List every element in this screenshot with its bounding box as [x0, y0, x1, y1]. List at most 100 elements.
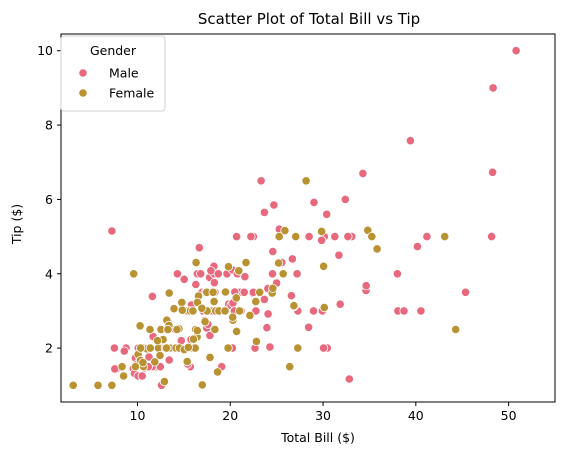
data-point-male: [107, 226, 117, 236]
data-point-female: [119, 371, 129, 381]
x-tick-label: 30: [315, 408, 331, 423]
data-point-female: [280, 226, 290, 236]
x-tick-label: 20: [222, 408, 238, 423]
data-point-male: [137, 371, 147, 381]
data-point-male: [256, 176, 266, 186]
x-axis: 10 20 30 40 50: [130, 402, 517, 423]
data-point-female: [278, 269, 288, 279]
data-point-female: [255, 287, 265, 297]
data-point-male: [263, 309, 273, 319]
data-point-female: [301, 176, 311, 186]
data-point-male: [422, 232, 432, 242]
data-point-male: [303, 322, 314, 332]
data-point-male: [412, 242, 422, 252]
legend-item-female: Female: [78, 86, 155, 101]
data-point-female: [220, 287, 231, 297]
data-point-female: [235, 306, 245, 316]
data-point-female: [117, 362, 127, 372]
data-point-female: [182, 356, 192, 367]
data-point-female: [159, 376, 169, 387]
y-tick-label: 2: [45, 341, 53, 356]
data-point-female: [223, 262, 234, 272]
data-point-female: [234, 266, 244, 276]
legend: Gender Male Female: [60, 35, 166, 112]
data-point-female: [228, 312, 238, 322]
data-point-female: [197, 380, 207, 390]
data-point-female: [188, 334, 199, 344]
data-point-female: [440, 232, 450, 242]
data-point-female: [191, 257, 201, 268]
data-point-female: [232, 326, 242, 336]
y-tick-label: 6: [45, 192, 53, 207]
data-point-female: [316, 226, 327, 236]
data-point-female: [367, 232, 377, 242]
data-point-female: [274, 232, 284, 242]
data-point-female: [210, 324, 220, 335]
data-point-male: [405, 136, 415, 146]
data-point-female: [289, 301, 299, 311]
data-point-female: [192, 325, 202, 336]
data-point-female: [161, 343, 172, 353]
data-point-male: [399, 306, 409, 316]
data-point-male: [335, 299, 345, 309]
plot-frame: [60, 33, 556, 403]
legend-label: Male: [109, 66, 139, 81]
legend-marker: [78, 88, 88, 98]
data-point-male: [265, 342, 275, 352]
data-point-female: [319, 302, 329, 313]
legend-title: Gender: [90, 43, 137, 58]
data-point-female: [285, 362, 295, 372]
data-point-male: [196, 269, 206, 279]
data-point-female: [209, 296, 219, 307]
x-tick-label: 10: [130, 408, 146, 423]
data-point-male: [460, 287, 471, 297]
data-point-male: [179, 274, 189, 284]
data-point-male: [287, 254, 297, 264]
data-point-female: [138, 357, 148, 368]
y-tick-label: 8: [45, 118, 53, 133]
data-point-female: [208, 287, 218, 297]
data-point-male: [316, 235, 327, 245]
data-point-male: [318, 343, 329, 353]
data-point-male: [358, 168, 368, 178]
data-point-male: [286, 291, 296, 301]
data-point-male: [147, 291, 157, 301]
data-point-male: [267, 269, 278, 279]
data-point-male: [392, 269, 402, 279]
data-point-female: [183, 342, 193, 352]
data-point-male: [330, 232, 340, 242]
data-point-male: [322, 209, 332, 219]
data-point-male: [488, 83, 498, 93]
data-point-female: [213, 367, 223, 377]
data-point-female: [107, 380, 117, 390]
series-female: [68, 176, 461, 390]
data-point-male: [292, 269, 302, 279]
data-point-male: [269, 200, 279, 210]
data-point-male: [194, 243, 204, 253]
data-point-female: [372, 244, 382, 254]
data-point-female: [172, 324, 182, 335]
data-point-female: [197, 303, 207, 313]
data-point-female: [318, 261, 329, 271]
data-point-male: [209, 278, 219, 288]
data-point-male: [268, 246, 278, 257]
data-point-male: [309, 197, 319, 207]
data-point-male: [511, 46, 521, 56]
data-point-female: [293, 343, 303, 353]
data-point-male: [164, 355, 174, 365]
data-point-female: [164, 288, 174, 298]
data-point-male: [119, 346, 129, 356]
data-point-female: [251, 336, 261, 346]
series-male: [107, 46, 521, 390]
data-point-male: [240, 272, 250, 282]
data-point-male: [487, 167, 498, 177]
data-point-male: [213, 269, 223, 279]
data-point-male: [308, 306, 319, 316]
data-point-male: [416, 306, 426, 316]
data-point-female: [130, 362, 140, 372]
data-point-male: [486, 232, 497, 242]
data-point-female: [241, 257, 251, 268]
data-point-female: [135, 321, 145, 331]
data-point-female: [200, 317, 210, 327]
